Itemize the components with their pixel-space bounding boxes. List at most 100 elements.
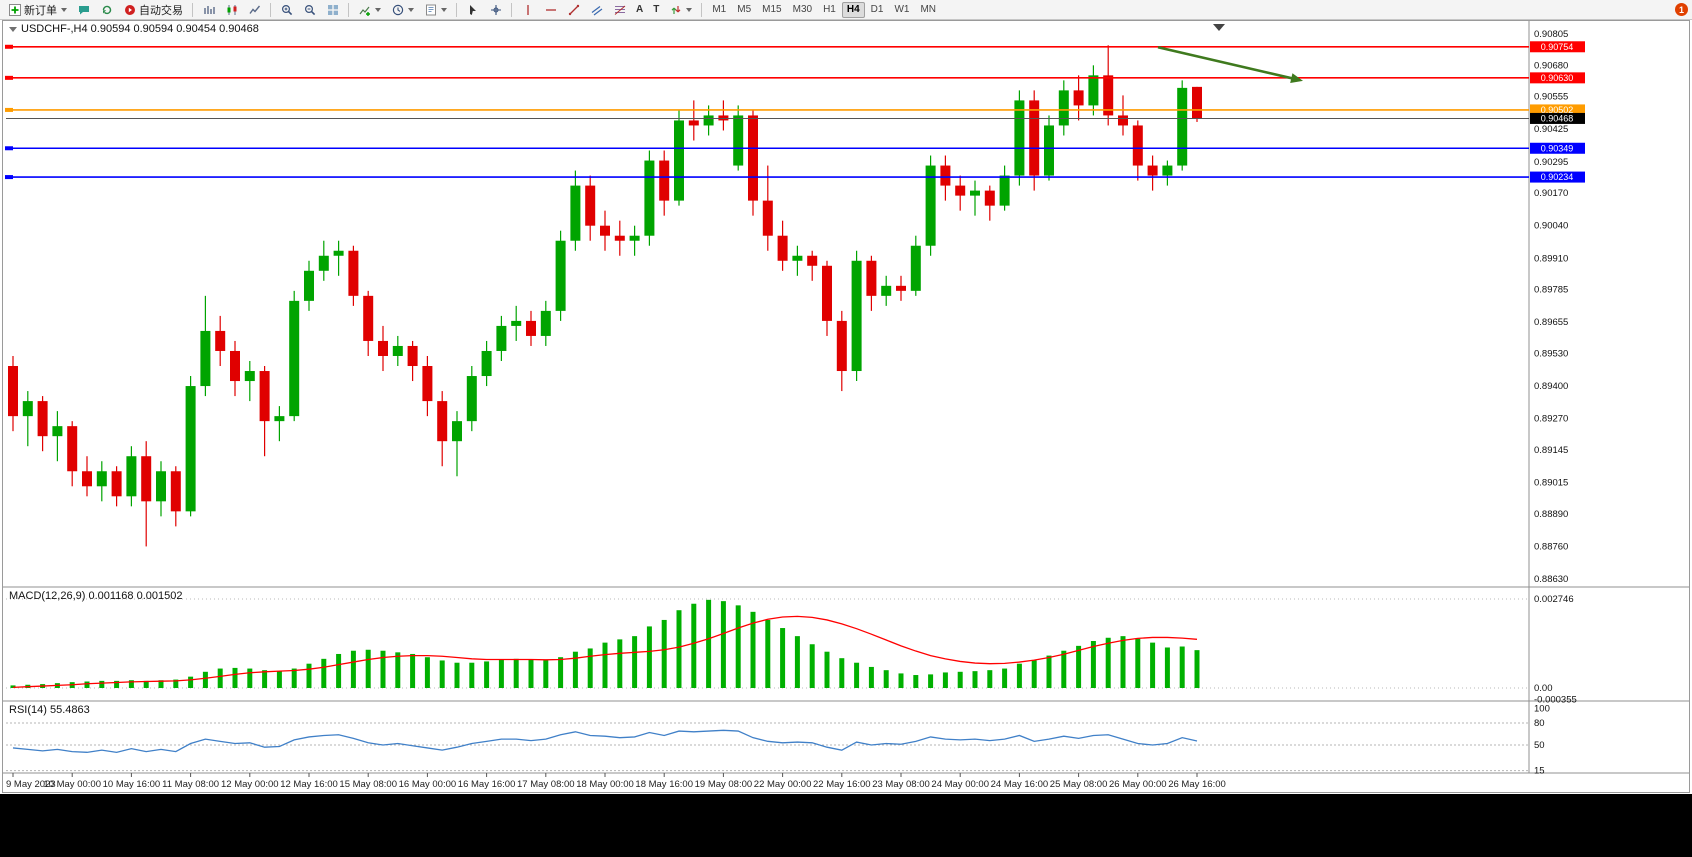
rsi-panel-plot[interactable]: [12, 729, 1198, 753]
last-price-tag: 0.90468: [1530, 112, 1585, 124]
hline-anchor[interactable]: [5, 146, 13, 151]
candlestick-mode-button[interactable]: [221, 1, 242, 18]
timeframe-button-h1[interactable]: H1: [823, 3, 836, 15]
zoom-in-button[interactable]: [276, 1, 297, 18]
candle-body: [570, 185, 581, 241]
time-axis-label: 26 May 00:00: [1109, 779, 1167, 790]
price-axis-label: 0.89270: [1534, 414, 1568, 425]
macd-histogram-bar: [750, 611, 756, 688]
macd-panel-plot[interactable]: [10, 599, 1200, 689]
timeframe-button-m5[interactable]: M5: [737, 3, 752, 15]
timeframe-button-m15[interactable]: M15: [762, 3, 782, 15]
toolbar-separator: [348, 2, 349, 17]
horizontal-line-tool-button[interactable]: [540, 1, 561, 18]
time-axis-label: 26 May 16:00: [1168, 779, 1226, 790]
toolbar-separator: [270, 2, 271, 17]
price-tag-text: 0.90754: [1541, 42, 1574, 52]
timeframe-button-m1[interactable]: M1: [712, 3, 727, 15]
new-order-label: 新订单: [24, 4, 57, 17]
templates-button[interactable]: [420, 1, 451, 18]
label-tool-button[interactable]: T: [649, 2, 663, 17]
trend-arrow[interactable]: [1157, 46, 1303, 84]
chart-canvas[interactable]: 0.90805 0.90680 0.90555 0.90425 0.90295 0.901…: [3, 21, 1690, 793]
price-scale[interactable]: 0.90805 0.90680 0.90555 0.90425 0.90295 0.901…: [1530, 29, 1585, 777]
new-order-icon: [8, 3, 21, 16]
trend-arrow-shaft[interactable]: [1157, 46, 1296, 81]
timeframe-button-m30[interactable]: M30: [792, 3, 813, 15]
price-axis-label: 0.89785: [1534, 285, 1568, 296]
timeframe-button-mn[interactable]: MN: [920, 3, 937, 15]
trendline-tool-button[interactable]: [563, 1, 584, 18]
channel-tool-button[interactable]: [586, 1, 607, 18]
notifications-badge[interactable]: 1: [1675, 3, 1688, 16]
rsi-axis-label: 50: [1534, 740, 1545, 751]
vertical-line-tool-button[interactable]: [517, 1, 538, 18]
refresh-button[interactable]: [96, 1, 117, 18]
macd-histogram-bar: [410, 653, 416, 688]
auto-trading-button[interactable]: 自动交易: [119, 0, 187, 20]
tile-windows-button[interactable]: [322, 1, 343, 18]
macd-histogram-bar: [691, 603, 697, 688]
candle-body: [407, 345, 418, 367]
candle-body: [733, 115, 744, 166]
price-axis-label: 0.90170: [1534, 188, 1568, 199]
arrows-icon: [669, 3, 682, 16]
crosshair-tool-button[interactable]: [485, 1, 506, 18]
new-order-button[interactable]: 新订单: [4, 0, 71, 20]
bottom-filler: [0, 794, 1692, 857]
time-axis-label: 19 May 08:00: [695, 779, 753, 790]
macd-histogram-bar: [928, 674, 934, 688]
candle-body: [274, 416, 285, 422]
hline-anchor[interactable]: [5, 175, 13, 180]
candle-body: [1088, 75, 1099, 106]
timeframe-button-w1[interactable]: W1: [894, 3, 910, 15]
indicators-button[interactable]: [354, 1, 385, 18]
price-line-objects[interactable]: [5, 44, 1529, 180]
hline-anchor[interactable]: [5, 44, 13, 49]
macd-histogram-bar: [735, 605, 741, 688]
time-axis-label: 12 May 16:00: [280, 779, 338, 790]
chart-shift-marker[interactable]: [1213, 24, 1225, 31]
horizontal-line-icon: [544, 3, 557, 16]
macd-histogram-bar: [291, 668, 297, 688]
one-click-trading-arrow[interactable]: [9, 26, 17, 32]
macd-histogram-bar: [572, 651, 578, 688]
text-tool-button[interactable]: A: [632, 2, 647, 17]
timeframe-button-h4[interactable]: H4: [841, 1, 865, 18]
macd-histogram-bar: [1002, 668, 1008, 688]
chart-window[interactable]: USDCHF-,H4 0.90594 0.90594 0.90454 0.904…: [2, 20, 1690, 793]
time-axis-label: 17 May 08:00: [517, 779, 575, 790]
macd-histogram-bar: [380, 650, 386, 688]
trendline-icon: [567, 3, 580, 16]
auto-trading-label: 自动交易: [139, 4, 183, 17]
macd-histogram-bar: [1164, 647, 1170, 688]
candle-body: [526, 320, 536, 336]
line-chart-mode-button[interactable]: [244, 1, 265, 18]
price-tag-text: 0.90234: [1541, 172, 1574, 182]
candle-body: [777, 235, 788, 261]
candle-body: [156, 471, 166, 502]
time-axis-label: 22 May 16:00: [813, 779, 871, 790]
time-axis-label: 15 May 08:00: [339, 779, 397, 790]
hline-anchor[interactable]: [5, 107, 13, 112]
community-chat-button[interactable]: [73, 1, 94, 18]
timeframe-button-d1[interactable]: D1: [870, 3, 884, 15]
cursor-tool-button[interactable]: [462, 1, 483, 18]
rsi-axis-label: 100: [1534, 703, 1550, 714]
bar-chart-mode-button[interactable]: [198, 1, 219, 18]
toolbar-separator: [701, 2, 703, 17]
hline-anchor[interactable]: [5, 75, 13, 80]
periods-button[interactable]: [387, 1, 418, 18]
candle-body: [1103, 75, 1114, 116]
macd-histogram-bar: [972, 671, 978, 688]
periods-caret-icon: [408, 7, 414, 12]
macd-histogram-bar: [794, 636, 800, 688]
macd-histogram-bar: [128, 680, 134, 688]
candle-body: [1132, 125, 1143, 166]
arrows-tool-button[interactable]: [665, 1, 696, 18]
candle-body: [496, 325, 507, 351]
fibonacci-tool-button[interactable]: [609, 1, 630, 18]
candle-body: [896, 285, 906, 291]
zoom-out-button[interactable]: [299, 1, 320, 18]
